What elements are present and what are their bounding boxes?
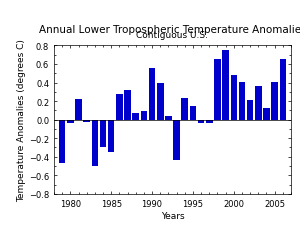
Bar: [214, 60, 221, 120]
Bar: [92, 120, 98, 166]
X-axis label: Years: Years: [161, 211, 184, 220]
Bar: [149, 68, 155, 120]
Bar: [255, 87, 262, 120]
Bar: [247, 101, 253, 120]
Bar: [100, 120, 106, 148]
Bar: [165, 116, 172, 120]
Bar: [83, 120, 90, 123]
Bar: [75, 100, 82, 120]
Bar: [141, 112, 147, 120]
Bar: [182, 99, 188, 120]
Y-axis label: Temperature Anomalies (degrees C): Temperature Anomalies (degrees C): [17, 39, 26, 201]
Bar: [222, 51, 229, 120]
Bar: [157, 84, 164, 120]
Bar: [124, 91, 131, 120]
Bar: [59, 120, 65, 164]
Bar: [133, 114, 139, 120]
Bar: [206, 120, 212, 124]
Bar: [108, 120, 115, 152]
Bar: [116, 94, 123, 120]
Bar: [67, 120, 74, 124]
Bar: [198, 120, 204, 124]
Bar: [239, 82, 245, 120]
Bar: [190, 106, 196, 120]
Bar: [280, 60, 286, 120]
Bar: [230, 76, 237, 120]
Bar: [173, 120, 180, 161]
Bar: [263, 108, 270, 120]
Text: Contiguous U.S.: Contiguous U.S.: [136, 30, 208, 40]
Bar: [272, 82, 278, 120]
Title: Annual Lower Tropospheric Temperature Anomalies: Annual Lower Tropospheric Temperature An…: [39, 24, 300, 34]
